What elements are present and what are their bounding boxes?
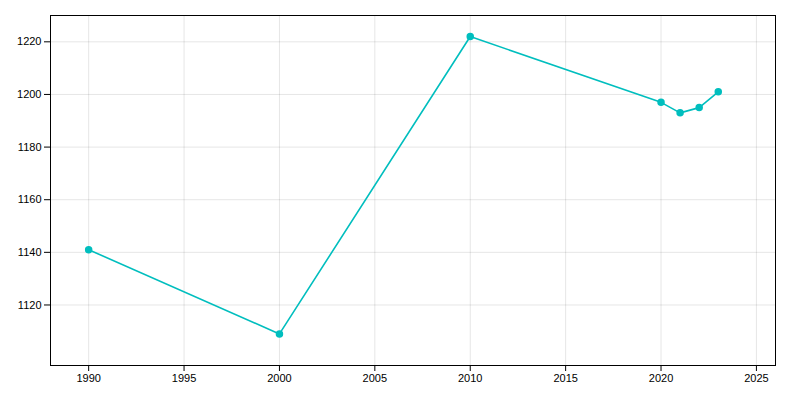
svg-text:2005: 2005 xyxy=(363,372,387,384)
svg-text:1180: 1180 xyxy=(18,141,42,153)
svg-text:2025: 2025 xyxy=(744,372,768,384)
svg-text:1990: 1990 xyxy=(76,372,100,384)
svg-text:2020: 2020 xyxy=(649,372,673,384)
svg-text:2015: 2015 xyxy=(553,372,577,384)
svg-text:1120: 1120 xyxy=(18,298,42,310)
svg-text:1995: 1995 xyxy=(172,372,196,384)
svg-text:1140: 1140 xyxy=(18,246,42,258)
svg-text:1200: 1200 xyxy=(17,88,41,100)
svg-text:1220: 1220 xyxy=(17,35,41,47)
svg-text:2000: 2000 xyxy=(267,372,291,384)
svg-text:2010: 2010 xyxy=(458,372,482,384)
svg-text:1160: 1160 xyxy=(18,193,42,205)
